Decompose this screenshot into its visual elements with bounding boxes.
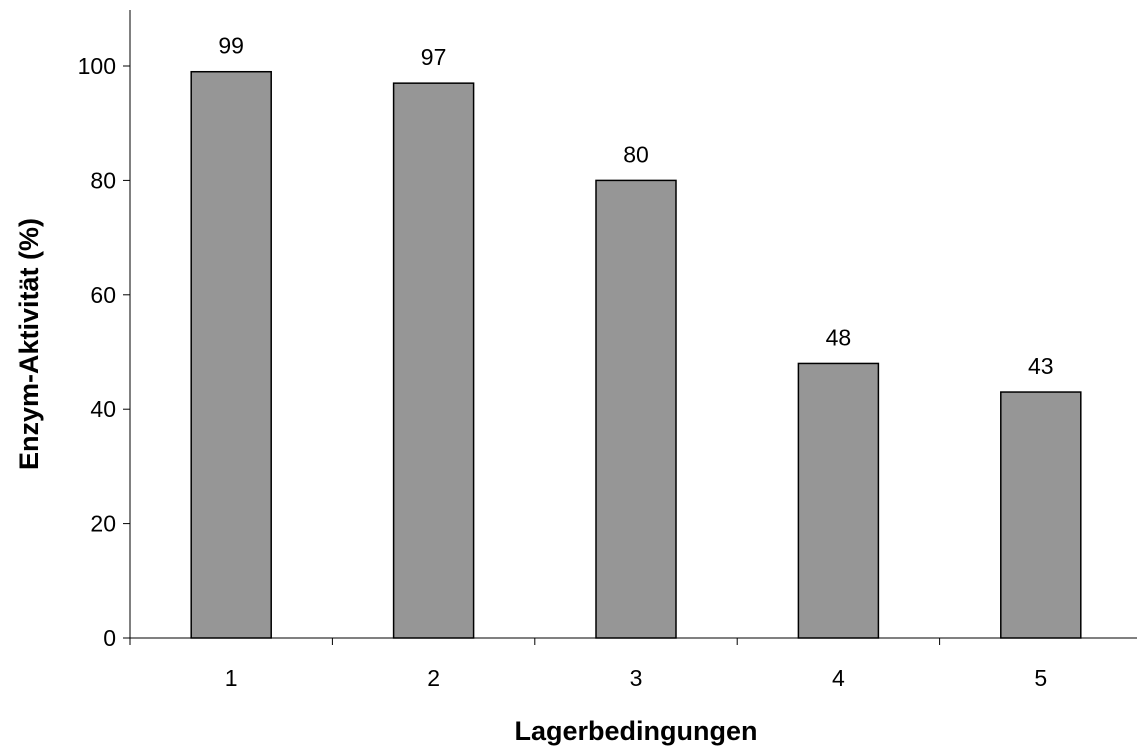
y-tick-label: 60 xyxy=(90,282,116,308)
data-label-5: 43 xyxy=(1028,353,1054,379)
x-tick-label: 4 xyxy=(832,665,845,691)
data-labels: 99 97 80 48 43 xyxy=(218,33,1053,379)
bar-2 xyxy=(392,82,475,639)
y-ticks: 0 20 40 60 80 100 xyxy=(78,53,130,651)
bar-4 xyxy=(797,362,880,639)
bars xyxy=(190,70,1082,639)
x-tick-label: 3 xyxy=(630,665,643,691)
y-axis-title: Enzym-Aktivität (%) xyxy=(14,218,44,470)
x-axis-title: Lagerbedingungen xyxy=(515,716,758,746)
data-label-2: 97 xyxy=(421,44,447,70)
x-tick-label: 2 xyxy=(427,665,440,691)
y-tick-label: 80 xyxy=(90,167,116,193)
bar-5 xyxy=(1000,391,1082,639)
bar-3 xyxy=(595,179,677,639)
x-tick-label: 5 xyxy=(1034,665,1047,691)
y-tick-label: 0 xyxy=(103,625,116,651)
y-tick-label: 40 xyxy=(90,396,116,422)
data-label-1: 99 xyxy=(218,33,244,59)
x-tick-label: 1 xyxy=(225,665,238,691)
bar-1 xyxy=(190,70,272,639)
y-tick-label: 100 xyxy=(78,53,116,79)
x-ticks: 1 2 3 4 5 xyxy=(129,638,1047,691)
data-label-4: 48 xyxy=(826,324,852,350)
y-tick-label: 20 xyxy=(90,511,116,537)
axes xyxy=(129,10,1137,639)
data-label-3: 80 xyxy=(623,141,649,167)
